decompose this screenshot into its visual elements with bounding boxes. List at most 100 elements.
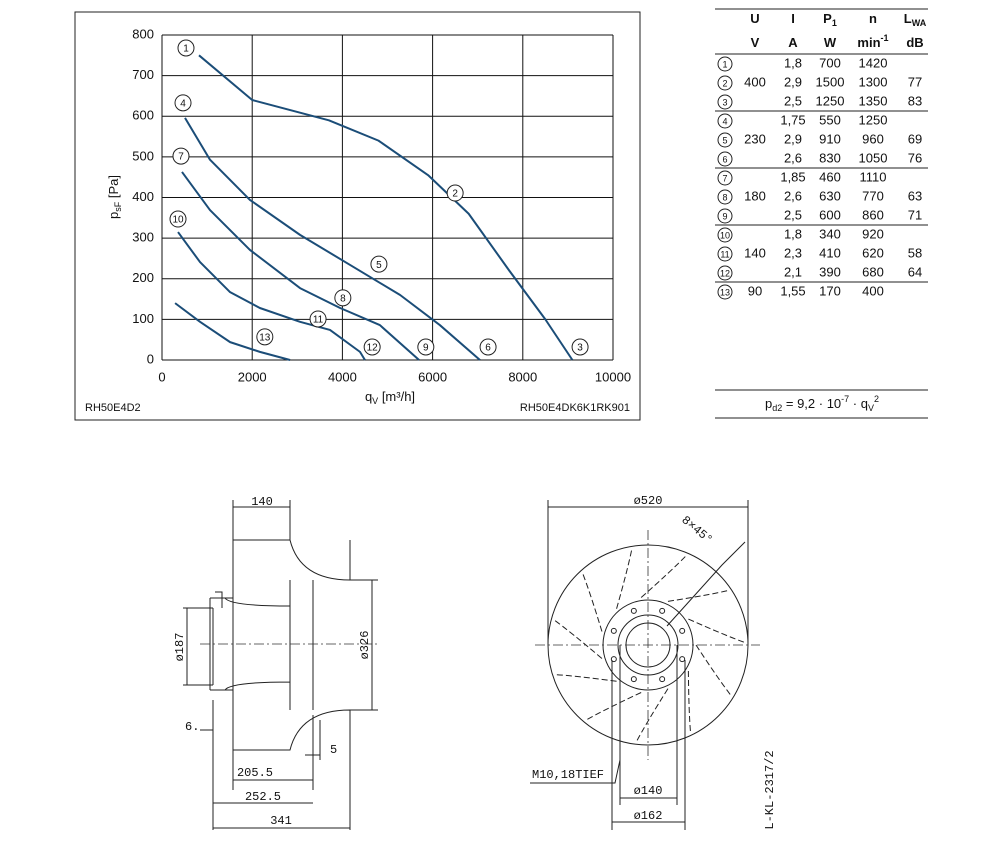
y-tick-label: 100	[132, 311, 154, 326]
header-sub: 1	[832, 18, 837, 28]
blade	[635, 688, 669, 743]
unit-text: V	[751, 35, 760, 50]
curve	[177, 231, 366, 361]
row-circle	[717, 265, 733, 281]
y-tick-label: 0	[147, 351, 154, 366]
chart-frame	[74, 11, 641, 421]
cell: 77	[908, 74, 922, 89]
label-part: p	[106, 212, 121, 219]
annotation: 13	[259, 332, 271, 343]
label-part: [m³/h]	[382, 389, 415, 404]
dimension: ø162	[634, 809, 663, 823]
cell: 830	[819, 150, 841, 165]
cell: 3	[722, 97, 727, 107]
dimension: 341	[270, 814, 292, 828]
blade	[616, 548, 633, 609]
annotation: 1	[183, 44, 189, 55]
row-circle	[717, 132, 733, 148]
cell: 64	[908, 264, 922, 279]
cell: 600	[819, 207, 841, 222]
dimension-lines	[530, 500, 749, 830]
annotation: 6	[485, 343, 491, 354]
annotation-circle	[363, 338, 381, 356]
bolt-hole	[610, 627, 617, 634]
row-circle	[717, 227, 733, 243]
cell: 700	[819, 55, 841, 70]
cell: 2,9	[784, 131, 802, 146]
impeller-outline	[209, 539, 351, 751]
cell: 90	[748, 283, 762, 298]
dimension: 205.5	[237, 766, 273, 780]
header: I	[791, 11, 795, 26]
cell: 550	[819, 112, 841, 127]
dimension: 6.	[185, 720, 199, 734]
unit-sup: -1	[881, 33, 889, 43]
x-tick-label: 2000	[238, 369, 267, 384]
cell: 770	[862, 188, 884, 203]
y-tick-label: 400	[132, 189, 154, 204]
cell: 410	[819, 245, 841, 260]
annotation-circle	[446, 184, 464, 202]
cell: 630	[819, 188, 841, 203]
annotation: 12	[367, 343, 379, 354]
annotation-circle	[417, 338, 435, 356]
annotation: 10	[172, 215, 184, 226]
header: LWA	[904, 11, 927, 28]
cell: 400	[744, 74, 766, 89]
row-circle	[717, 189, 733, 205]
y-tick-label: 800	[132, 26, 154, 41]
annotation-circle	[169, 210, 187, 228]
cell: 680	[862, 264, 884, 279]
cell: 12	[720, 268, 730, 278]
cell: 1050	[859, 150, 888, 165]
bolt-hole	[659, 676, 666, 683]
unit: W	[824, 35, 837, 50]
cell: 2,1	[784, 264, 802, 279]
row-circle	[717, 75, 733, 91]
dimension: M10,18TIEF	[532, 768, 604, 782]
cell: 1420	[859, 55, 888, 70]
footnote: RH50E4DK6K1RK901	[520, 402, 630, 414]
unit: A	[788, 35, 798, 50]
annotation-circle	[334, 289, 352, 307]
front-view: ø520 8×45° M10,18TIEF ø140 ø162 L-KL-231…	[530, 494, 777, 830]
row-circle	[717, 208, 733, 224]
cell: 230	[744, 131, 766, 146]
blade	[553, 618, 603, 659]
f: d2	[772, 403, 782, 413]
y-tick-label: 200	[132, 270, 154, 285]
drawing-code: L-KL-2317/2	[763, 750, 777, 829]
x-axis-label: qV [m³/h]	[365, 389, 415, 406]
header: n	[869, 11, 877, 26]
cell: 340	[819, 226, 841, 241]
cell: 2,9	[784, 74, 802, 89]
annotation: 4	[180, 98, 186, 109]
header: P1	[823, 11, 837, 28]
cell: 180	[744, 188, 766, 203]
blade	[667, 589, 730, 602]
label-part: sF	[113, 201, 123, 212]
unit: dB	[906, 35, 923, 50]
dimension: 140	[251, 495, 273, 509]
cell: 11	[720, 249, 729, 259]
f: -7	[841, 394, 849, 404]
y-tick-label: 700	[132, 67, 154, 82]
blade	[640, 554, 688, 598]
bolt-hole	[659, 607, 666, 614]
x-tick-label: 10000	[595, 369, 631, 384]
bolt-hole	[679, 656, 686, 663]
cell: 910	[819, 131, 841, 146]
cell: 69	[908, 131, 922, 146]
x-tick-label: 8000	[508, 369, 537, 384]
unit-text: W	[824, 35, 837, 50]
curve	[181, 171, 420, 361]
cell: 1250	[816, 93, 845, 108]
annotation-circle	[370, 255, 388, 273]
annotation-circle	[571, 338, 589, 356]
header-sym: P	[823, 11, 832, 26]
side-view: 140 ø187 ø326 6. 5 205.5 252.5 341	[173, 495, 380, 830]
x-tick-label: 6000	[418, 369, 447, 384]
annotation: 11	[313, 315, 324, 326]
cell: 2	[722, 78, 727, 88]
cell: 7	[722, 173, 727, 183]
